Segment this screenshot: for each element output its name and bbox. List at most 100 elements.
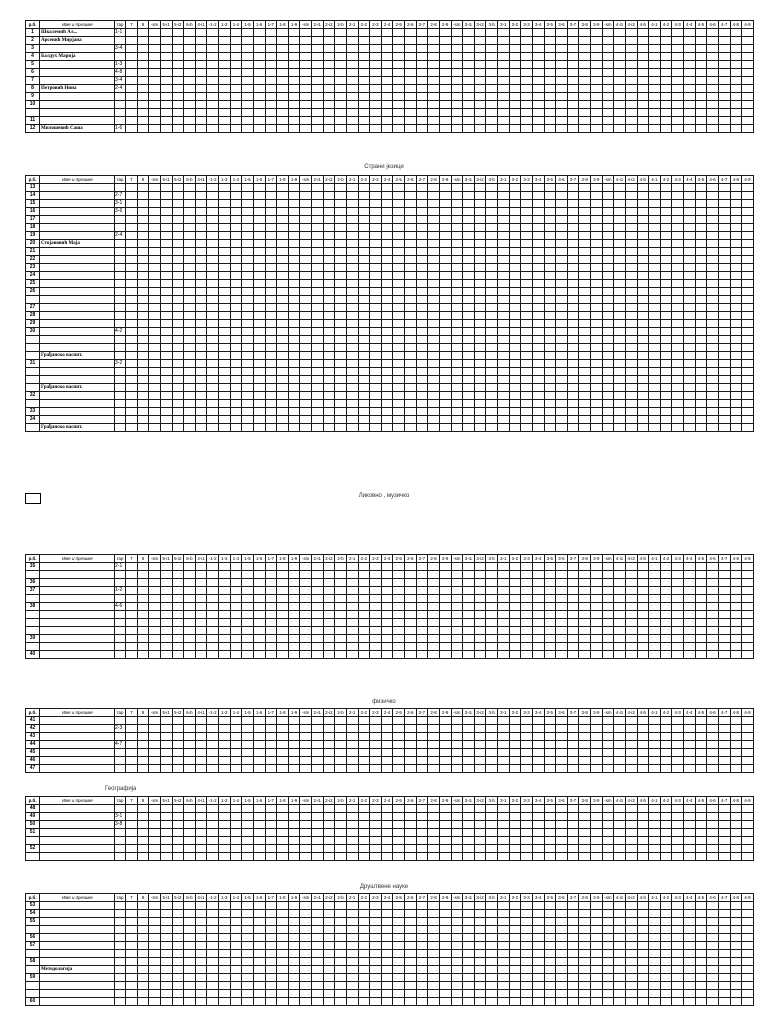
schedule-cell	[497, 255, 510, 264]
schedule-cell	[555, 207, 568, 216]
schedule-cell	[322, 271, 336, 280]
schedule-cell	[508, 917, 522, 926]
schedule-cell	[717, 570, 731, 579]
schedule-cell	[717, 100, 731, 109]
schedule-cell	[520, 108, 533, 117]
schedule-cell	[427, 764, 440, 773]
schedule-cell	[694, 52, 708, 61]
schedule-cell	[717, 925, 731, 934]
schedule-cell	[404, 375, 417, 384]
schedule-cell	[671, 239, 684, 248]
schedule-cell	[648, 836, 661, 845]
teacher-name	[39, 901, 115, 910]
schedule-cell	[299, 965, 312, 974]
schedule-cell	[543, 375, 557, 384]
schedule-cell	[357, 231, 371, 240]
schedule-cell	[648, 764, 661, 773]
schedule-cell	[531, 642, 545, 651]
schedule-cell	[241, 207, 254, 216]
schedule-cell	[299, 287, 312, 296]
schedule-cell	[706, 562, 719, 571]
header-col: 2-i1	[311, 708, 324, 717]
row-number: 17	[25, 215, 40, 224]
schedule-cell	[206, 626, 219, 635]
schedule-cell	[380, 949, 394, 958]
table-row	[25, 399, 754, 408]
header-col: 1-5	[241, 554, 254, 563]
schedule-cell	[659, 716, 673, 725]
schedule-cell	[566, 716, 580, 725]
schedule-cell	[683, 812, 696, 821]
table-row: 9	[25, 92, 754, 101]
schedule-cell	[404, 740, 417, 749]
schedule-cell	[555, 933, 568, 942]
schedule-cell	[508, 804, 522, 813]
schedule-cell	[450, 76, 464, 85]
schedule-cell	[613, 618, 626, 627]
header-name: Име и презиме	[39, 20, 115, 29]
schedule-cell	[473, 303, 487, 312]
schedule-cell	[462, 351, 475, 360]
schedule-cell	[636, 367, 650, 376]
schedule-cell	[276, 116, 289, 125]
schedule-cell	[601, 287, 615, 296]
schedule-cell	[241, 108, 254, 117]
schedule-cell	[601, 375, 615, 384]
schedule-cell	[322, 279, 336, 288]
schedule-cell	[334, 383, 347, 392]
schedule-cell	[369, 836, 382, 845]
header-col: 4-i2	[624, 20, 638, 29]
schedule-cell	[717, 562, 731, 571]
schedule-cell	[206, 740, 219, 749]
schedule-cell	[322, 60, 336, 69]
schedule-cell	[148, 52, 161, 61]
schedule-cell	[729, 68, 743, 77]
schedule-cell	[694, 247, 708, 256]
schedule-cell	[183, 399, 196, 408]
schedule-cell	[671, 724, 684, 733]
schedule-cell	[241, 642, 254, 651]
schedule-cell	[497, 399, 510, 408]
header-col: 3-i2	[473, 893, 487, 902]
schedule-cell	[450, 852, 464, 861]
teacher-name	[39, 933, 115, 942]
schedule-cell	[531, 804, 545, 813]
schedule-cell	[520, 844, 533, 853]
teacher-name	[39, 76, 115, 85]
schedule-cell	[427, 375, 440, 384]
schedule-cell	[601, 359, 615, 368]
schedule-cell	[159, 570, 173, 579]
schedule-cell	[125, 626, 138, 635]
schedule-cell	[473, 578, 487, 587]
tar-cell	[114, 215, 126, 224]
schedule-cell	[229, 949, 243, 958]
schedule-cell	[322, 383, 336, 392]
schedule-cell	[636, 207, 650, 216]
schedule-cell	[345, 375, 359, 384]
schedule-cell	[555, 423, 568, 432]
schedule-cell	[717, 642, 731, 651]
schedule-cell	[683, 263, 696, 272]
schedule-cell	[369, 255, 382, 264]
header-col: -sm	[299, 893, 312, 902]
schedule-cell	[531, 764, 545, 773]
schedule-cell	[125, 319, 138, 328]
schedule-cell	[183, 287, 196, 296]
header-col: -sm	[601, 893, 615, 902]
schedule-cell	[334, 239, 347, 248]
header-col: 1-3	[218, 893, 231, 902]
schedule-cell	[345, 36, 359, 45]
schedule-cell	[218, 732, 231, 741]
schedule-cell	[241, 319, 254, 328]
schedule-cell	[543, 60, 557, 69]
schedule-cell	[741, 642, 754, 651]
schedule-cell	[125, 812, 138, 821]
header-col: 2-3	[369, 554, 382, 563]
table-row	[25, 108, 754, 117]
schedule-cell	[438, 255, 452, 264]
row-number: 58	[25, 957, 40, 966]
schedule-cell	[450, 844, 464, 853]
schedule-cell	[380, 917, 394, 926]
schedule-cell	[392, 957, 405, 966]
schedule-cell	[462, 423, 475, 432]
